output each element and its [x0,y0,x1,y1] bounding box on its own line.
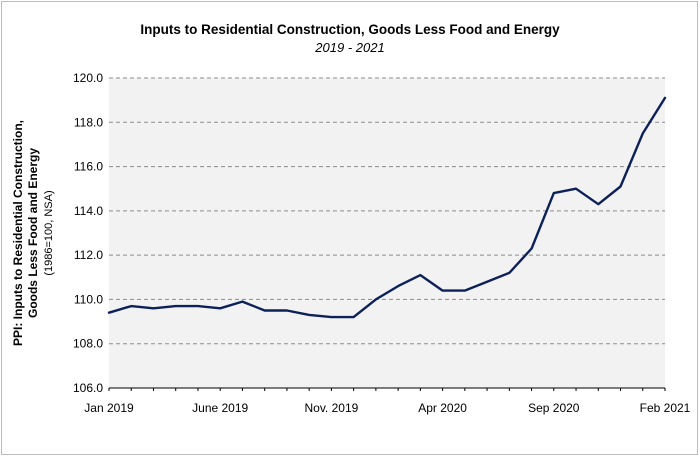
chart-subtitle: 2019 - 2021 [315,40,385,55]
chart-title: Inputs to Residential Construction, Good… [140,22,560,37]
y-tick-label: 116.0 [74,160,103,174]
y-axis-label-line-2: Goods Less Food and Energy [26,148,40,318]
x-tick-label: Apr 2020 [418,401,467,415]
y-axis-label-note: (1986=100, NSA) [43,190,55,275]
x-tick-labels: Jan 2019 June 2019 Nov. 2019 Apr 2020 Sep 20… [84,401,690,415]
y-tick-label: 108.0 [73,337,103,351]
gridlines [109,77,665,345]
y-tick-labels: 106.0 108.0 110.0 112.0 114.0 116.0 118.0 120.0 [73,71,103,395]
plot-area [109,78,665,388]
y-axis-label: PPI: Inputs to Residential Construction,… [11,120,55,346]
y-tick-label: 110.0 [74,292,103,306]
axes [108,387,666,391]
x-tick-label: Nov. 2019 [304,401,358,415]
y-tick-label: 120.0 [73,71,103,85]
y-tick-label: 106.0 [73,381,103,395]
x-tick-label: Jan 2019 [84,401,134,415]
y-tick-label: 114.0 [74,204,103,218]
y-tick-label: 112.0 [74,248,103,262]
series-layer [107,96,667,319]
x-tick-label: Feb 2021 [640,401,691,415]
y-tick-label: 118.0 [74,115,103,129]
x-tick-label: Sep 2020 [528,401,580,415]
y-axis-label-line-1: PPI: Inputs to Residential Construction, [11,120,25,346]
series-line [107,96,667,319]
x-tick-label: June 2019 [192,401,248,415]
